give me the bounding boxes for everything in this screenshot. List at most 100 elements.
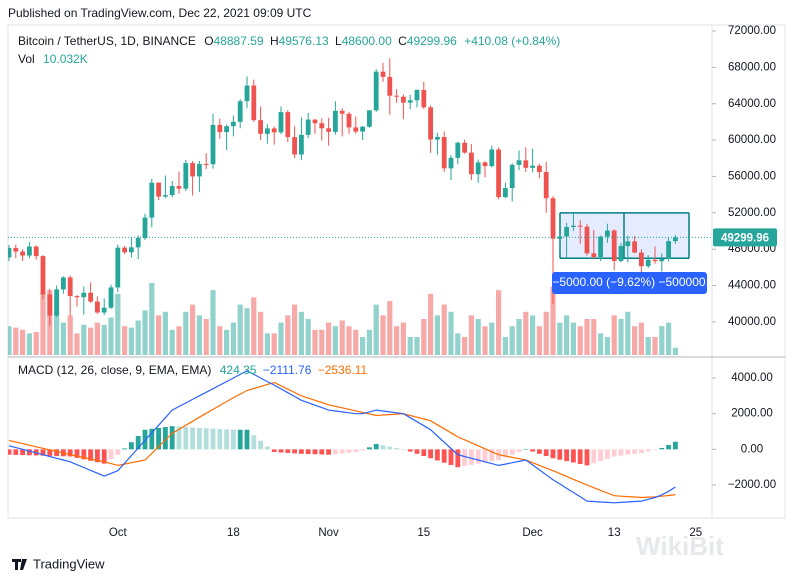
x-tick-label: 25	[689, 527, 702, 539]
macd-histogram-bar	[618, 449, 624, 456]
volume-bar	[13, 327, 19, 355]
candle-body	[503, 188, 508, 198]
candle-body	[108, 287, 114, 308]
symbol: Bitcoin / TetherUS, 1D, BINANCE	[18, 34, 196, 48]
candle-body	[305, 119, 311, 135]
macd-histogram-bar	[462, 449, 467, 466]
candle-body	[421, 89, 427, 108]
volume-bar	[638, 322, 644, 355]
candle-body	[407, 100, 413, 103]
macd-histogram-bar	[47, 449, 53, 456]
y-tick-label: 68000.00	[728, 61, 776, 73]
volume-bar	[455, 333, 461, 355]
macd-histogram-bar	[231, 429, 236, 450]
volume-bar	[394, 326, 400, 355]
candle-body	[557, 236, 563, 239]
volume-bar	[502, 337, 508, 355]
candle-body	[333, 110, 338, 132]
macd-histogram-bar	[251, 435, 257, 450]
macd-hist-value: 424.35	[220, 363, 257, 377]
macd-histogram-bar	[591, 449, 597, 464]
candle-body	[448, 157, 454, 169]
x-tick-label: 15	[417, 527, 430, 539]
volume-bar	[74, 333, 80, 355]
volume-bar	[190, 304, 196, 355]
candle-body	[149, 182, 155, 218]
volume-bar	[428, 293, 434, 355]
y-tick-label: 44000.00	[728, 280, 776, 292]
volume-key: Vol	[18, 52, 35, 66]
volume-bar	[128, 327, 134, 355]
x-tick-label: Dec	[522, 527, 543, 539]
macd-histogram-bar	[537, 449, 542, 454]
volume-bar	[278, 322, 284, 355]
macd-histogram-bar	[503, 449, 508, 458]
overlay: 72000.00 68000.00 64000.00 60000.00 56000.00…	[109, 25, 777, 539]
candle-body	[652, 259, 658, 262]
macd-histogram-bar	[645, 449, 651, 452]
ohlc-value: 49299.96	[407, 34, 457, 48]
volume-bar	[584, 319, 590, 355]
signal-value: −2536.11	[318, 363, 368, 377]
candle-body	[625, 241, 631, 247]
macd-title: MACD (12, 26, close, 9, EMA, EMA)	[18, 363, 211, 377]
volume-bar	[373, 304, 379, 355]
volume-bar	[482, 326, 488, 355]
candle-body	[33, 246, 39, 257]
volume-bar	[332, 326, 338, 355]
ohlc-value: 48600.00	[342, 34, 392, 48]
volume-bar	[577, 326, 583, 355]
candle-body	[632, 241, 637, 253]
candle-body	[81, 292, 87, 298]
volume-bar	[298, 311, 304, 355]
candle-body	[61, 277, 66, 290]
volume-bar	[26, 333, 32, 355]
candle-body	[326, 128, 331, 132]
macd-histogram-bar	[611, 449, 617, 457]
candle-body	[265, 128, 270, 134]
main-pane	[8, 58, 712, 355]
ohlc-key: O	[204, 34, 213, 48]
candle-body	[142, 217, 148, 239]
volume-bar	[230, 322, 236, 355]
candle-body	[618, 246, 624, 261]
volume-bar	[448, 311, 454, 355]
volume-bar	[557, 322, 563, 355]
macd-histogram-bar	[169, 426, 175, 450]
macd-histogram-bar	[394, 448, 399, 450]
volume-bar	[550, 286, 556, 355]
candle-body	[577, 225, 583, 227]
candle-body	[122, 247, 127, 253]
volume-bar	[598, 333, 604, 355]
ohlc-key: L	[335, 34, 342, 48]
x-tick-label: 13	[608, 527, 621, 539]
candle-body	[95, 301, 100, 313]
macd-histogram-bar	[435, 449, 440, 461]
volume-bar	[380, 315, 386, 355]
logo-mark	[12, 559, 27, 570]
macd-histogram-bar	[482, 449, 488, 463]
x-tick-label: Oct	[109, 527, 128, 539]
ohlc-value: 48887.59	[214, 34, 264, 48]
candle-body	[414, 89, 420, 101]
candle-body	[360, 126, 365, 132]
volume-bar	[101, 324, 107, 355]
candle-body	[190, 163, 195, 177]
macd-histogram-bar	[380, 445, 386, 450]
macd-histogram-bar	[428, 449, 433, 459]
macd-histogram-bar	[129, 442, 134, 450]
candle-body	[380, 71, 386, 77]
volume-bar	[618, 319, 624, 355]
candle-body	[516, 160, 522, 165]
macd-histogram-bar	[190, 427, 195, 450]
macd-histogram-bar	[115, 449, 121, 455]
y-tick-label: 72000.00	[728, 25, 776, 37]
candle-body	[197, 164, 202, 177]
macd-histogram-bar	[271, 449, 277, 453]
candle-body	[129, 247, 134, 253]
candle-body	[13, 248, 19, 252]
volume-bar	[632, 326, 638, 355]
candle-body	[598, 236, 603, 257]
volume-bar	[203, 319, 209, 355]
